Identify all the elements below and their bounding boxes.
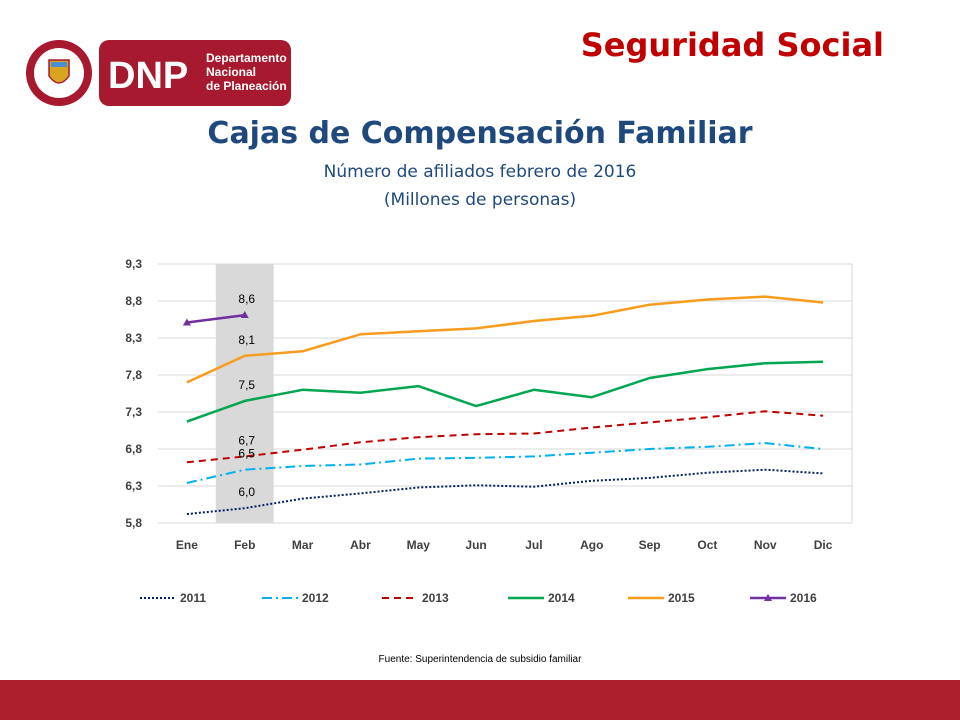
x-tick-label: Mar — [292, 538, 314, 552]
logo-line-1: Departamento — [206, 51, 287, 65]
logo-line-2: Nacional — [206, 65, 256, 79]
x-tick-label: Ene — [176, 538, 198, 552]
y-tick-label: 6,3 — [125, 479, 142, 493]
y-tick-label: 8,3 — [125, 331, 142, 345]
x-tick-label: Sep — [639, 538, 661, 552]
series-line-2013 — [186, 410, 824, 464]
series-marker-2016 — [182, 318, 191, 326]
logo-line-3: de Planeación — [206, 79, 287, 93]
data-label-2014: 7,5 — [238, 378, 255, 392]
x-tick-label: May — [407, 538, 431, 552]
legend-label-2011: 2011 — [180, 591, 206, 605]
y-tick-label: 7,8 — [125, 368, 142, 382]
series-line-2015 — [186, 295, 824, 384]
x-tick-label: Ago — [580, 538, 603, 552]
x-tick-label: Abr — [350, 538, 371, 552]
source-note: Fuente: Superintendencia de subsidio fam… — [378, 654, 582, 665]
footer-bar — [0, 680, 960, 720]
line-chart: 5,8 6,3 6,8 7,3 7,8 8,3 8,8 9,3 Ene Feb Mar Abr May J… — [125, 257, 853, 605]
data-label-2011: 6,0 — [238, 485, 255, 499]
series-line-2014 — [186, 360, 824, 423]
legend-label-2016: 2016 — [790, 591, 817, 605]
y-tick-label: 9,3 — [125, 257, 142, 271]
x-tick-label: Jun — [465, 538, 486, 552]
legend-marker-2016 — [764, 594, 772, 601]
legend-label-2015: 2015 — [668, 591, 695, 605]
series-line-2016 — [186, 313, 245, 324]
dnp-acronym: DNP — [108, 55, 188, 97]
dnp-logo: DNP Departamento Nacional de Planeación — [26, 40, 291, 106]
x-tick-label: Oct — [697, 538, 717, 552]
series-line-2011 — [186, 468, 824, 516]
series-line-2012 — [186, 442, 824, 484]
legend-label-2012: 2012 — [302, 591, 329, 605]
data-label-2013: 6,7 — [238, 433, 255, 447]
x-tick-label: Nov — [754, 538, 777, 552]
chart-title: Cajas de Compensación Familiar — [207, 116, 753, 151]
data-label-2015: 8,1 — [238, 333, 255, 347]
x-tick-label: Dic — [814, 538, 833, 552]
y-tick-label: 5,8 — [125, 516, 142, 530]
legend-label-2013: 2013 — [422, 591, 449, 605]
x-tick-label: Jul — [525, 538, 542, 552]
y-tick-label: 8,8 — [125, 294, 142, 308]
chart-units: (Millones de personas) — [383, 190, 577, 210]
legend-label-2014: 2014 — [548, 591, 575, 605]
data-label-2016: 8,6 — [238, 292, 255, 306]
y-tick-label: 7,3 — [125, 405, 142, 419]
highlight-band — [215, 264, 274, 523]
x-tick-label: Feb — [234, 538, 255, 552]
data-label-2012: 6,5 — [238, 447, 255, 461]
series-marker-2016 — [240, 311, 249, 319]
y-tick-label: 6,8 — [125, 442, 142, 456]
section-title: Seguridad Social — [580, 26, 884, 64]
chart-subtitle: Número de afiliados febrero de 2016 — [323, 162, 637, 182]
